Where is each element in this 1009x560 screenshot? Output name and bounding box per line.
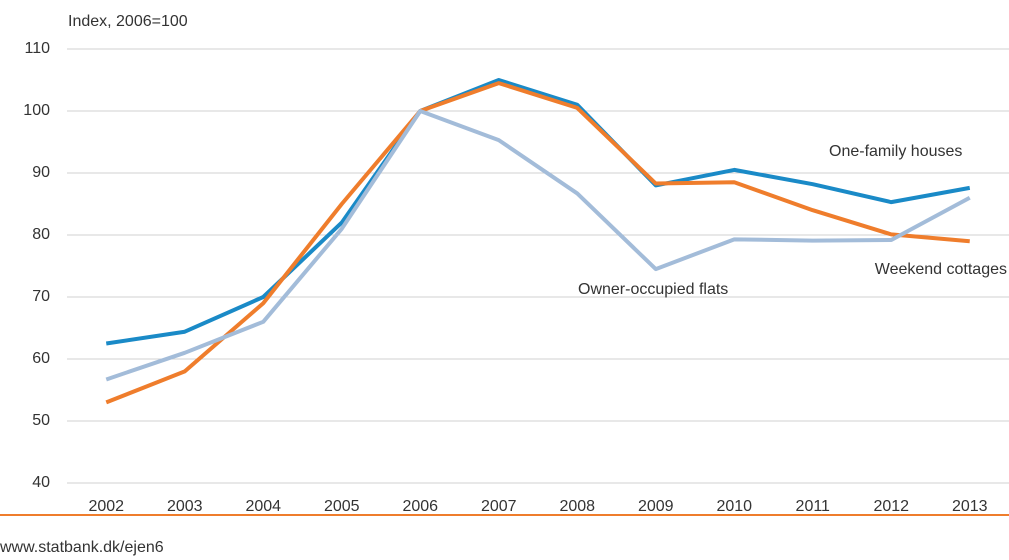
series-line bbox=[105, 109, 971, 382]
x-tick-label: 2004 bbox=[245, 498, 281, 515]
y-tick-label: 60 bbox=[32, 350, 50, 367]
x-tick-label: 2007 bbox=[481, 498, 517, 515]
series-line bbox=[105, 81, 970, 405]
series-line bbox=[105, 78, 971, 346]
x-tick-label: 2009 bbox=[638, 498, 674, 515]
x-tick-label: 2010 bbox=[716, 498, 752, 515]
x-tick-label: 2012 bbox=[873, 498, 909, 515]
y-tick-label: 80 bbox=[32, 226, 50, 243]
x-tick-label: 2013 bbox=[952, 498, 988, 515]
y-tick-label: 40 bbox=[32, 474, 50, 491]
x-tick-label: 2003 bbox=[167, 498, 203, 515]
y-tick-label: 90 bbox=[32, 164, 50, 181]
y-tick-label: 70 bbox=[32, 288, 50, 305]
series-label: Owner-occupied flats bbox=[578, 281, 728, 298]
series-label: Weekend cottages bbox=[875, 261, 1007, 278]
x-tick-label: 2006 bbox=[402, 498, 438, 515]
y-tick-label: 50 bbox=[32, 412, 50, 429]
x-tick-label: 2002 bbox=[88, 498, 124, 515]
y-tick-label: 100 bbox=[23, 102, 50, 119]
x-tick-label: 2008 bbox=[559, 498, 595, 515]
x-tick-label: 2011 bbox=[796, 498, 831, 515]
series-label: One-family houses bbox=[829, 143, 962, 160]
x-tick-label: 2005 bbox=[324, 498, 360, 515]
source: www.statbank.dk/ejen6 bbox=[0, 539, 164, 556]
y-tick-label: 110 bbox=[24, 40, 50, 57]
y-axis-label: Index, 2006=100 bbox=[68, 13, 188, 30]
